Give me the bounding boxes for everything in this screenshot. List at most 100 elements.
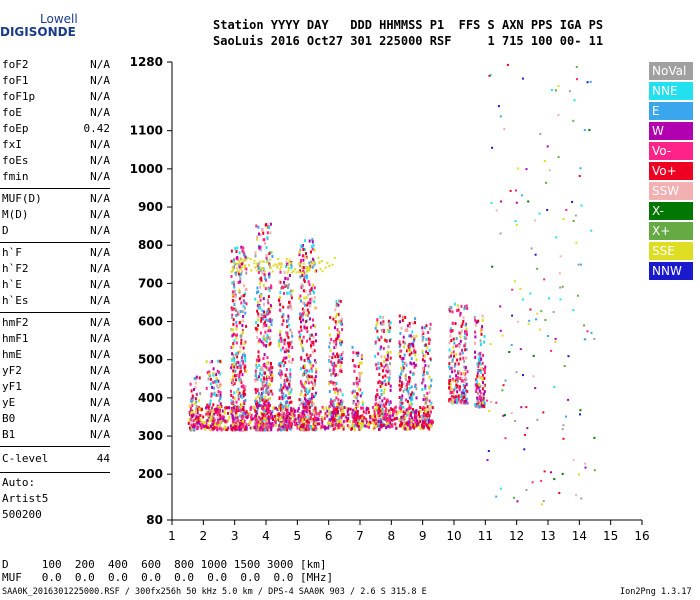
echo-point xyxy=(332,387,335,391)
echo-point xyxy=(483,405,486,409)
echo-point xyxy=(543,160,546,162)
echo-point xyxy=(332,352,335,356)
echo-point xyxy=(481,373,484,377)
echo-point xyxy=(290,293,293,297)
echo-point xyxy=(465,327,468,331)
echo-point xyxy=(231,358,234,362)
echo-point xyxy=(395,416,398,420)
echo-point xyxy=(476,371,479,375)
echo-point xyxy=(195,400,198,404)
echo-point xyxy=(499,305,502,308)
echo-point xyxy=(464,385,466,388)
echo-point xyxy=(567,355,570,358)
echo-point xyxy=(449,334,452,338)
echo-point xyxy=(408,421,411,425)
echo-point xyxy=(197,416,200,420)
echo-point xyxy=(593,469,596,472)
echo-point xyxy=(279,291,282,295)
echo-point xyxy=(193,425,196,429)
echo-point xyxy=(246,415,249,419)
echo-point xyxy=(231,328,233,332)
echo-point xyxy=(515,189,517,192)
echo-point xyxy=(312,323,315,327)
echo-point xyxy=(383,365,386,369)
echo-point xyxy=(196,426,199,430)
echo-point xyxy=(412,408,414,411)
echo-point xyxy=(243,342,246,345)
echo-point xyxy=(409,402,412,406)
param-value: N/A xyxy=(90,316,110,329)
echo-point xyxy=(285,257,288,260)
echo-point xyxy=(241,353,244,357)
echo-point xyxy=(268,428,271,432)
echo-point xyxy=(404,416,407,420)
echo-point xyxy=(251,426,254,430)
echo-point xyxy=(300,271,303,274)
param-name: foF2 xyxy=(2,58,29,71)
y-tick-label: 1100 xyxy=(130,124,163,138)
echo-point xyxy=(262,303,265,307)
echo-point xyxy=(389,411,391,415)
echo-point xyxy=(230,389,232,393)
echo-point xyxy=(311,350,314,354)
echo-point xyxy=(308,414,311,418)
echo-point xyxy=(483,367,486,371)
echo-point xyxy=(579,409,582,412)
echo-point xyxy=(255,363,258,367)
echo-point xyxy=(304,409,307,413)
echo-point xyxy=(259,425,262,429)
echo-point xyxy=(290,400,293,404)
echo-point xyxy=(501,389,504,392)
echo-point xyxy=(261,391,263,395)
echo-point xyxy=(398,340,401,344)
echo-point xyxy=(463,359,466,363)
echo-point xyxy=(388,423,391,427)
echo-point xyxy=(401,369,404,373)
echo-point xyxy=(188,404,191,408)
echo-point xyxy=(301,254,304,258)
echo-point xyxy=(292,407,295,411)
echo-point xyxy=(237,312,240,316)
param-name: h`Es xyxy=(2,294,29,307)
echo-point xyxy=(265,388,268,392)
echo-point xyxy=(219,397,222,401)
echo-point xyxy=(299,275,302,279)
echo-point xyxy=(462,388,465,392)
echo-point xyxy=(260,319,263,323)
echo-point xyxy=(294,423,297,427)
param-row-foes: foEs N/A xyxy=(2,154,110,170)
echo-point xyxy=(336,328,339,332)
param-value: N/A xyxy=(90,262,110,275)
echo-point xyxy=(410,351,413,355)
echo-point xyxy=(334,315,337,319)
echo-point xyxy=(579,263,582,266)
echo-point xyxy=(298,336,301,339)
echo-point xyxy=(429,327,432,331)
echo-point xyxy=(409,424,412,428)
echo-point xyxy=(459,385,461,389)
echo-point xyxy=(302,366,305,369)
echo-point xyxy=(306,303,309,307)
echo-point xyxy=(233,374,236,378)
echo-point xyxy=(478,383,481,387)
echo-point xyxy=(278,388,281,392)
echo-point xyxy=(333,411,336,415)
echo-point xyxy=(475,383,478,387)
echo-point xyxy=(475,387,478,391)
echo-point xyxy=(240,381,243,385)
echo-point xyxy=(261,309,264,313)
echo-point xyxy=(341,357,344,361)
echo-point xyxy=(307,266,310,269)
echo-point xyxy=(408,417,411,421)
echo-point xyxy=(199,423,202,427)
echo-point xyxy=(329,349,332,353)
echo-point xyxy=(546,209,549,211)
echo-point xyxy=(341,413,344,417)
echo-point xyxy=(342,427,345,431)
echo-point xyxy=(314,381,317,385)
echo-point xyxy=(325,426,328,430)
echo-point xyxy=(408,353,411,357)
y-tick-label: 300 xyxy=(138,429,163,443)
param-row-fof2: foF2 N/A xyxy=(2,58,110,74)
echo-point xyxy=(449,398,451,401)
